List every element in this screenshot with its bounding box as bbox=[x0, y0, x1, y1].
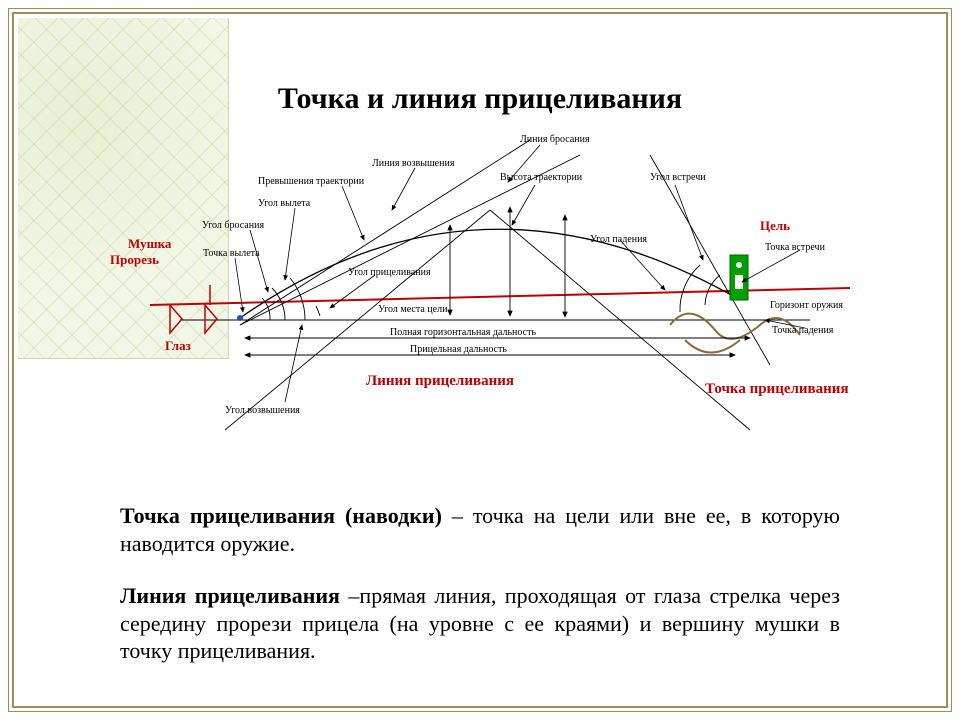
label-depart-angle: Угол вылета bbox=[258, 198, 311, 209]
sight-icon bbox=[170, 285, 217, 333]
caption-aim-point: Точка прицеливания bbox=[705, 381, 849, 397]
label-elev-angle: Угол возвышения bbox=[225, 405, 300, 416]
label-front-sight: Мушка bbox=[128, 236, 172, 251]
label-full-range: Полная горизонтальная дальность bbox=[390, 327, 536, 338]
label-depart-point: Точка вылета bbox=[203, 248, 260, 259]
definition-aim-line: Линия прицеливания –прямая линия, проход… bbox=[120, 582, 840, 665]
trajectory-diagram: Линия бросания Линия возвышения Превышен… bbox=[110, 130, 880, 450]
label-fall-point: Точка падения bbox=[772, 325, 834, 336]
label-traj-excess: Превышения траектории bbox=[258, 176, 365, 187]
label-horizon: Горизонт оружия bbox=[770, 300, 843, 311]
term-aim-line: Линия прицеливания bbox=[120, 583, 340, 608]
label-throw-line: Линия бросания bbox=[520, 134, 590, 145]
label-throw-angle: Угол бросания bbox=[202, 220, 264, 231]
label-impact-angle: Угол встречи bbox=[650, 172, 706, 183]
caption-aim-line: Линия прицеливания bbox=[366, 373, 514, 389]
target-icon bbox=[730, 255, 748, 300]
label-traj-height: Высота траектории bbox=[500, 172, 583, 183]
label-eye: Глаз bbox=[165, 338, 191, 353]
definition-aim-point: Точка прицеливания (наводки) – точка на … bbox=[120, 502, 840, 557]
page-title: Точка и линия прицеливания bbox=[0, 82, 960, 116]
label-aim-angle: Угол прицеливания bbox=[348, 267, 431, 278]
label-target: Цель bbox=[760, 218, 790, 233]
label-fall-angle: Угол падения bbox=[590, 234, 647, 245]
label-rear-sight: Прорезь bbox=[110, 252, 159, 267]
label-target-place-angle: Угол места цели bbox=[378, 304, 448, 315]
label-meet-point: Точка встречи bbox=[765, 242, 826, 253]
term-aim-point: Точка прицеливания (наводки) bbox=[120, 503, 442, 528]
label-aim-range: Прицельная дальность bbox=[410, 344, 507, 355]
label-elev-line: Линия возвышения bbox=[372, 158, 455, 169]
